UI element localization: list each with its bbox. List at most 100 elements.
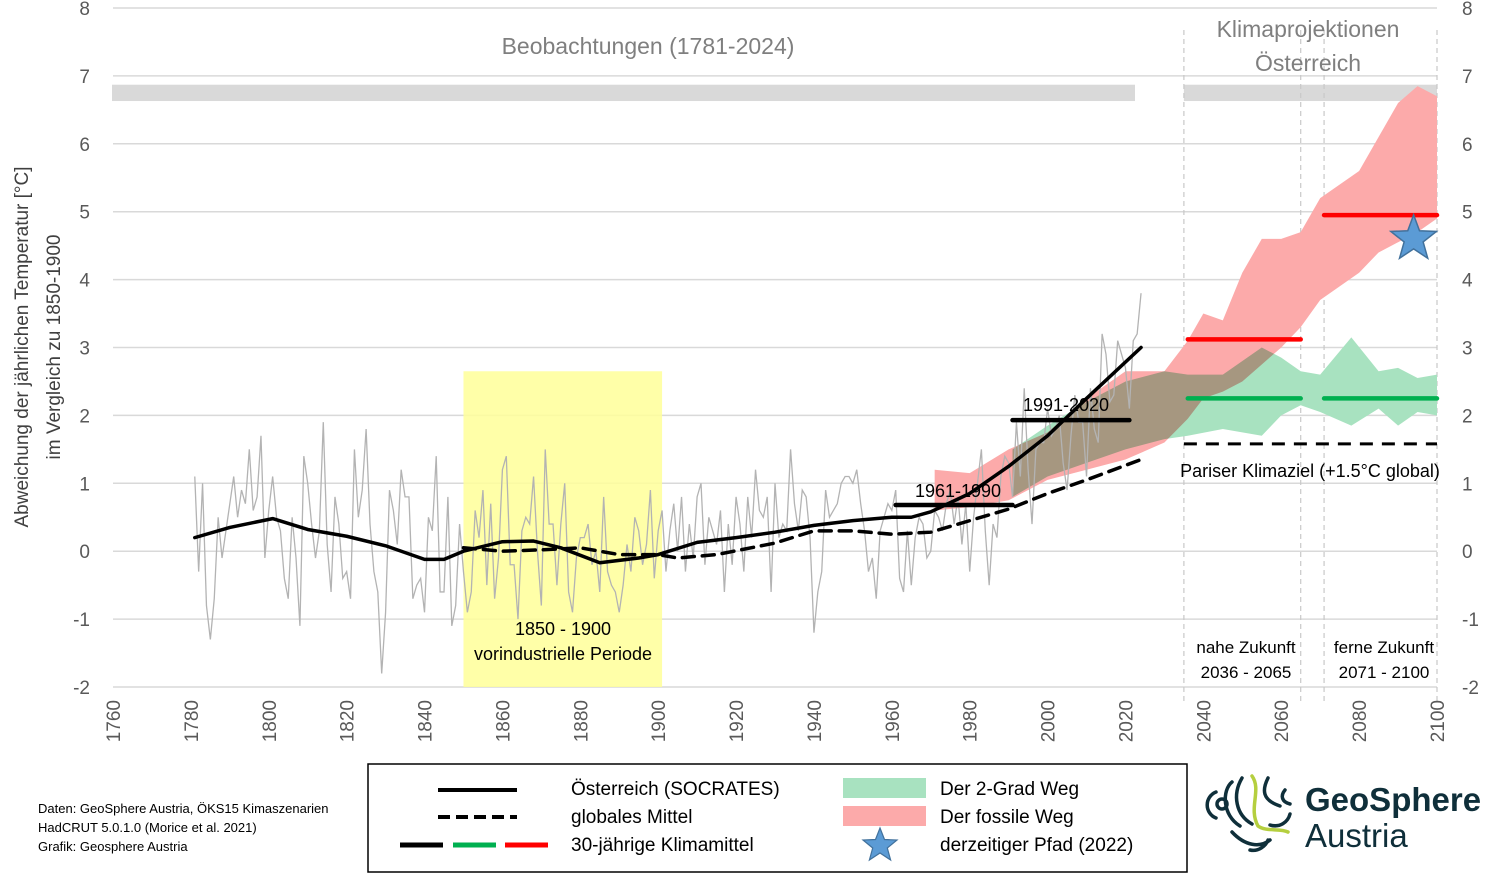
legend-label-global: globales Mittel — [571, 807, 692, 828]
y-tick-label-right: 2 — [1462, 406, 1473, 427]
y-tick-label-right: 0 — [1462, 542, 1473, 563]
x-tick-label: 2100 — [1428, 700, 1449, 742]
credit-line-3: Grafik: Geosphere Austria — [38, 839, 188, 854]
x-tick: 1900 — [649, 700, 670, 742]
projections-title-line1: Klimaprojektionen — [1217, 16, 1400, 42]
x-tick-label: 1780 — [182, 700, 203, 742]
x-tick-label: 1880 — [571, 700, 592, 742]
near-future-label-line1: nahe Zukunft — [1196, 638, 1296, 657]
current-path-star-marker — [1388, 212, 1439, 261]
y-tick-label-left: -2 — [73, 678, 90, 699]
legend-label-current-path: derzeitiger Pfad (2022) — [940, 835, 1133, 856]
y-tick-label-right: 8 — [1462, 0, 1473, 20]
y-tick-label-left: 4 — [79, 271, 90, 292]
y-tick-label-right: 3 — [1462, 339, 1473, 360]
x-tick: 2100 — [1428, 700, 1449, 742]
mean-label-1961-1990: 1961-1990 — [915, 481, 1001, 501]
legend-box — [367, 763, 1188, 873]
x-tick-label: 1920 — [727, 700, 748, 742]
y-tick-label-left: 0 — [79, 542, 90, 563]
y-tick-label-left: 5 — [79, 203, 90, 224]
observations-title: Beobachtungen (1781-2024) — [502, 33, 795, 59]
x-tick: 2000 — [1039, 700, 1060, 742]
legend-label-fossil: Der fossile Weg — [940, 807, 1074, 828]
projections-header-bar — [1183, 84, 1437, 102]
x-tick: 1980 — [961, 700, 982, 742]
y-tick-label-right: 6 — [1462, 135, 1473, 156]
x-tick-label: 1840 — [416, 700, 437, 742]
gridlines — [113, 7, 1437, 688]
x-tick-label: 1980 — [961, 700, 982, 742]
x-tick-label: 1860 — [493, 700, 514, 742]
x-tick: 1840 — [416, 700, 437, 742]
legend-swatch-2deg — [843, 778, 926, 798]
x-tick: 1960 — [883, 700, 904, 742]
band-fossil-path — [934, 86, 1437, 511]
x-tick-label: 2060 — [1272, 700, 1293, 742]
y-tick-label-left: 7 — [79, 67, 90, 88]
x-tick: 1800 — [260, 700, 281, 742]
paris-target-label: Pariser Klimaziel (+1.5°C global) — [1180, 461, 1440, 481]
y-tick-label-left: -1 — [73, 610, 90, 631]
band-2-degree-path — [1012, 337, 1437, 497]
legend-label-austria: Österreich (SOCRATES) — [571, 779, 780, 800]
x-tick-label: 2080 — [1350, 700, 1371, 742]
geosphere-logo-mark-icon — [1205, 774, 1292, 853]
y-tick-label-right: -1 — [1462, 610, 1479, 631]
near-future-label-line2: 2036 - 2065 — [1201, 663, 1292, 682]
legend-swatch-fossil — [843, 806, 926, 826]
x-tick-label: 1820 — [338, 700, 359, 742]
observations-header-bar — [112, 84, 1135, 102]
x-tick-label: 1760 — [104, 700, 125, 742]
geosphere-logo: GeoSphere Austria — [1205, 774, 1481, 854]
legend: Österreich (SOCRATES) globales Mittel 30… — [367, 763, 1188, 873]
y-tick-label-right: 5 — [1462, 203, 1473, 224]
logo-text-line2: Austria — [1305, 817, 1408, 854]
x-tick: 2040 — [1194, 700, 1215, 742]
y-tick-label-left: 2 — [79, 406, 90, 427]
x-tick-label: 2040 — [1194, 700, 1215, 742]
x-tick-label: 1800 — [260, 700, 281, 742]
lines-layer — [193, 212, 1440, 674]
x-tick: 2020 — [1116, 700, 1137, 742]
x-tick-label: 1960 — [883, 700, 904, 742]
x-tick-label: 1940 — [805, 700, 826, 742]
y-tick-label-left: 1 — [79, 474, 90, 495]
preindustrial-label-line1: 1850 - 1900 — [515, 619, 611, 639]
austria-smoothed-line — [193, 345, 1143, 565]
preindustrial-period-box — [463, 371, 663, 687]
y-tick-label-right: 4 — [1462, 271, 1473, 292]
y-axis-label-line2: im Vergleich zu 1850-1900 — [44, 235, 65, 460]
y-tick-label-right: 1 — [1462, 474, 1473, 495]
x-tick: 2080 — [1350, 700, 1371, 742]
x-tick-label: 2000 — [1039, 700, 1060, 742]
far-future-label-line2: 2071 - 2100 — [1339, 663, 1430, 682]
x-tick: 1760 — [104, 700, 125, 742]
x-tick: 1880 — [571, 700, 592, 742]
global-mean-line — [461, 457, 1143, 560]
projections-title-line2: Österreich — [1255, 50, 1361, 76]
y-tick-label-right: 7 — [1462, 67, 1473, 88]
legend-label-2deg: Der 2-Grad Weg — [940, 779, 1079, 800]
far-future-label-line1: ferne Zukunft — [1334, 638, 1434, 657]
credit-line-1: Daten: GeoSphere Austria, ÖKS15 Kimaszen… — [38, 801, 329, 816]
x-tick: 1860 — [493, 700, 514, 742]
y-tick-label-left: 8 — [79, 0, 90, 20]
logo-text-line1: GeoSphere — [1305, 781, 1481, 818]
legend-label-means: 30-jährige Klimamittel — [571, 835, 754, 856]
mean-label-1991-2020: 1991-2020 — [1023, 395, 1109, 415]
credit-line-2: HadCRUT 5.0.1.0 (Morice et al. 2021) — [38, 820, 257, 835]
x-tick-label: 2020 — [1116, 700, 1137, 742]
y-tick-label-left: 3 — [79, 339, 90, 360]
preindustrial-label-line2: vorindustrielle Periode — [474, 644, 652, 664]
tick-labels: -2 -2 -1 -1 0 0 1 1 2 2 3 3 4 4 5 5 6 6 7 7 8 8 1760 1780 1800 18… — [73, 0, 1479, 742]
bands-layer — [934, 86, 1437, 511]
y-tick-label-left: 6 — [79, 135, 90, 156]
x-tick: 1940 — [805, 700, 826, 742]
x-tick: 2060 — [1272, 700, 1293, 742]
x-tick: 1820 — [338, 700, 359, 742]
x-tick-label: 1900 — [649, 700, 670, 742]
y-tick-label-right: -2 — [1462, 678, 1479, 699]
y-axis-label-line1: Abweichung der jährlichen Temperatur [°C… — [12, 166, 33, 527]
